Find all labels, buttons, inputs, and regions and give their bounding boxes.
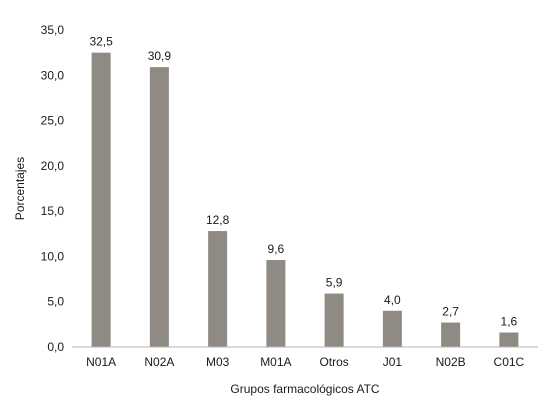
x-axis-ticks: N01A N02A M03 M01A Otros J01 N02B C01C: [86, 355, 524, 369]
x-tick-label: N01A: [86, 355, 116, 369]
x-axis-title: Grupos farmacológicos ATC: [230, 382, 380, 396]
y-axis-title: Porcentajes: [13, 157, 27, 220]
x-tick-label: C01C: [494, 355, 525, 369]
x-tick-label: M01A: [260, 355, 291, 369]
y-tick-label: 5,0: [47, 295, 64, 309]
x-tick-label: N02A: [144, 355, 174, 369]
bars: [91, 52, 519, 348]
y-tick-label: 10,0: [41, 249, 65, 263]
y-tick-label: 0,0: [47, 340, 64, 354]
x-tick-label: Otros: [319, 355, 348, 369]
data-label: 9,6: [268, 242, 285, 256]
bar-n02b: [441, 322, 461, 347]
bar-otros: [324, 293, 344, 347]
data-label: 30,9: [148, 49, 172, 63]
x-tick-label: N02B: [436, 355, 466, 369]
data-label: 5,9: [326, 276, 343, 290]
y-tick-label: 30,0: [41, 68, 65, 82]
data-label: 1,6: [501, 315, 518, 329]
data-labels: 32,5 30,9 12,8 9,6 5,9 4,0 2,7 1,6: [89, 35, 517, 329]
y-tick-label: 25,0: [41, 114, 65, 128]
data-label: 2,7: [442, 305, 459, 319]
data-label: 4,0: [384, 293, 401, 307]
data-label: 12,8: [206, 213, 230, 227]
y-tick-label: 35,0: [41, 23, 65, 37]
y-tick-label: 20,0: [41, 159, 65, 173]
bar-n01a: [91, 52, 111, 348]
bar-j01: [382, 310, 402, 347]
bar-m03: [208, 231, 228, 347]
x-tick-label: J01: [383, 355, 403, 369]
y-axis-ticks: 0,0 5,0 10,0 15,0 20,0 25,0 30,0 35,0: [41, 23, 65, 354]
data-label: 32,5: [89, 35, 113, 49]
x-tick-label: M03: [206, 355, 230, 369]
bar-n02a: [149, 67, 169, 348]
bar-c01c: [499, 332, 519, 347]
bar-m01a: [266, 260, 286, 347]
y-tick-label: 15,0: [41, 204, 65, 218]
